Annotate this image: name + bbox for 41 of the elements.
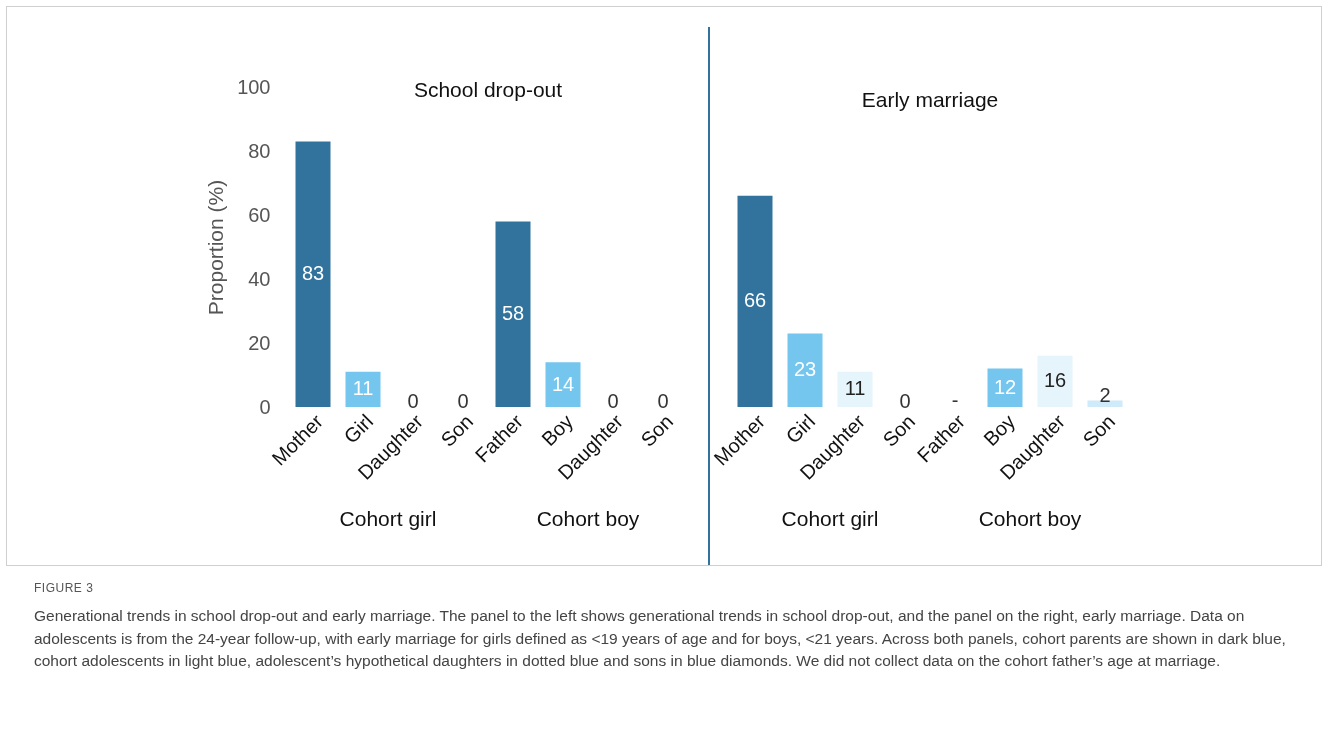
data-label: 2 [1099,383,1111,406]
data-label: 12 [993,375,1017,398]
y-tick-label: 60 [248,203,271,226]
y-tick-label: 80 [248,139,271,162]
text: - [951,388,959,411]
text: Cohort girl [780,507,880,531]
x-tick-label: Son [1078,410,1120,451]
y-tick-label: 0 [259,395,271,418]
bar [787,333,823,407]
y-tick-label: 40 [248,267,271,290]
data-label: 0 [899,390,911,413]
bar [1037,355,1073,407]
bar [737,195,773,407]
data-label: 83 [301,262,325,285]
data-label: 14 [551,372,575,395]
data-label: 58 [501,302,525,325]
x-tick-label: Son [878,410,920,451]
text: Cohort boy [977,507,1083,531]
chart-title: School drop-out [413,78,563,101]
x-tick-label: Son [436,410,478,451]
data-label: 0 [657,390,669,413]
data-label: 11 [844,377,866,400]
data-label: 16 [1043,369,1067,392]
x-tick-label: Son [636,410,678,451]
data-label: 66 [743,289,767,312]
data-label: 0 [407,390,419,413]
text: Cohort boy [535,507,641,531]
text: Cohort girl [338,507,438,531]
bar [495,221,531,407]
bar [295,141,331,407]
y-tick-label: 20 [248,331,271,354]
y-axis-title: Proportion (%) [204,179,228,316]
data-label: 0 [607,390,619,413]
y-tick-label: 100 [237,75,271,98]
data-label: 0 [457,390,469,413]
data-label: 23 [793,358,817,381]
chart-title: Early marriage [861,88,999,111]
bar [545,362,581,407]
caption: FIGURE 3 [34,580,95,597]
data-label: 11 [352,377,374,400]
text: Generational trends in school drop-out and early marriage. The panel to the left shows generational trends in school drop-out, and the panel on the right, early marriage. Data on adolescents is from the 24-year follow-up, with early marriage for girls defined as <19 years of age and for boys, <21 years. Across both panels, cohort parents are shown in dark blue, cohort adolescents in light blue, adolescent’s hypothetical daughters in dotted blue and sons in blue diamonds. We did not collect data on the cohort father’s age at marriage. [34,606,1287,672]
